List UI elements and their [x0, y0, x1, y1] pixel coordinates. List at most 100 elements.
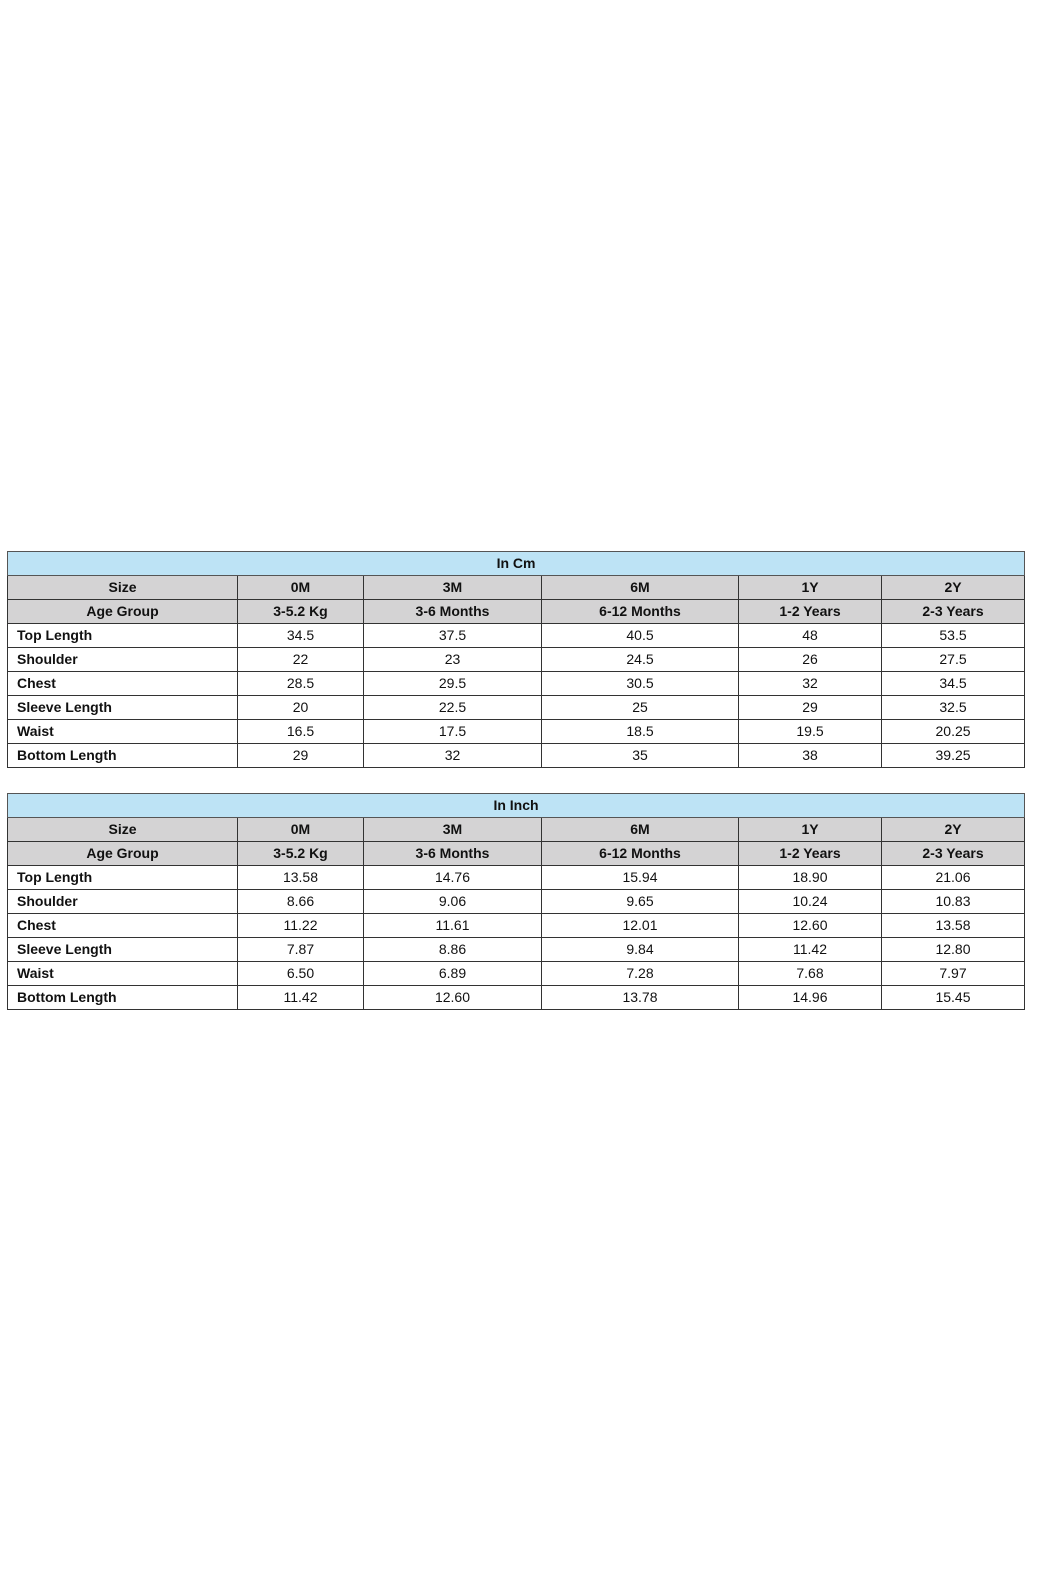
- table-cell: 15.94: [541, 865, 739, 890]
- size-chart-cm: In Cm Size 0M 3M 6M 1Y 2Y Age Group 3-5.2 Kg 3-6 …: [6, 551, 1026, 768]
- table-cell: 25: [541, 695, 739, 720]
- table-cell: 13.58: [881, 913, 1025, 938]
- table-cell: 13.58: [237, 865, 364, 890]
- table-cell: 28.5: [237, 671, 364, 696]
- table-cell: 3-6 Months: [363, 599, 542, 624]
- row-label: Size: [7, 817, 238, 842]
- table-cell: 3M: [363, 575, 542, 600]
- table-cell: 27.5: [880, 647, 1026, 672]
- table-cell: 34.5: [237, 623, 364, 648]
- table-cell: 8.66: [237, 889, 364, 914]
- table-cell: 11.61: [363, 913, 542, 938]
- table-row: Waist 16.5 17.5 18.5 19.5 20.25: [7, 719, 1026, 744]
- table-cell: 22: [237, 647, 364, 672]
- table-cell: 34.5: [880, 671, 1026, 696]
- row-label: Sleeve Length: [7, 695, 238, 720]
- table-cell: 20.25: [880, 719, 1026, 744]
- table-cell: 10.24: [738, 889, 882, 914]
- table-cell: 3-5.2 Kg: [237, 599, 364, 624]
- table-cell: 3-6 Months: [363, 841, 542, 866]
- table-row: Chest 28.5 29.5 30.5 32 34.5: [7, 671, 1026, 696]
- table-cell: 6-12 Months: [541, 599, 739, 624]
- table-cell: 17.5: [363, 719, 542, 744]
- row-label: Bottom Length: [7, 743, 238, 768]
- table-cell: 30.5: [541, 671, 739, 696]
- header-row: Age Group 3-5.2 Kg 3-6 Months 6-12 Months 1-…: [7, 599, 1026, 624]
- table-cell: 0M: [237, 575, 364, 600]
- row-label: Age Group: [7, 599, 238, 624]
- table-cell: 6-12 Months: [541, 841, 739, 866]
- table-cell: 19.5: [738, 719, 882, 744]
- table-row: Waist 6.50 6.89 7.28 7.68 7.97: [7, 961, 1025, 986]
- table-cell: 0M: [237, 817, 364, 842]
- row-label: Shoulder: [7, 889, 238, 914]
- row-label: Bottom Length: [7, 985, 238, 1010]
- table-cell: 15.45: [881, 985, 1025, 1010]
- table-cell: 6.50: [237, 961, 364, 986]
- table-cell: 32: [363, 743, 542, 768]
- table-row: Top Length 13.58 14.76 15.94 18.90 21.06: [7, 865, 1025, 890]
- table-row: Bottom Length 11.42 12.60 13.78 14.96 15.45: [7, 985, 1025, 1010]
- table-cell: 11.42: [237, 985, 364, 1010]
- table-cell: 12.80: [881, 937, 1025, 962]
- table-cell: 1Y: [738, 817, 882, 842]
- table-row: Bottom Length 29 32 35 38 39.25: [7, 743, 1026, 768]
- table-cell: 1-2 Years: [738, 599, 882, 624]
- table-cell: 3-5.2 Kg: [237, 841, 364, 866]
- table-cell: 21.06: [881, 865, 1025, 890]
- table-cell: 48: [738, 623, 882, 648]
- row-label: Top Length: [7, 865, 238, 890]
- row-label: Sleeve Length: [7, 937, 238, 962]
- table-cell: 2Y: [880, 575, 1026, 600]
- table-cell: 6M: [541, 817, 739, 842]
- table-cell: 16.5: [237, 719, 364, 744]
- table-cell: 9.84: [541, 937, 739, 962]
- table-row: Shoulder 8.66 9.06 9.65 10.24 10.83: [7, 889, 1025, 914]
- table-cell: 26: [738, 647, 882, 672]
- table-cell: 38: [738, 743, 882, 768]
- size-chart-inch: In Inch Size 0M 3M 6M 1Y 2Y Age Group 3-5.2 Kg 3-…: [7, 793, 1025, 1010]
- table-cell: 23: [363, 647, 542, 672]
- table-cell: 39.25: [880, 743, 1026, 768]
- row-label: Chest: [7, 671, 238, 696]
- table-cell: 11.22: [237, 913, 364, 938]
- table-row: Shoulder 22 23 24.5 26 27.5: [7, 647, 1026, 672]
- row-label: Shoulder: [7, 647, 238, 672]
- table-cell: 35: [541, 743, 739, 768]
- row-label: Age Group: [7, 841, 238, 866]
- table-row: Chest 11.22 11.61 12.01 12.60 13.58: [7, 913, 1025, 938]
- table-cell: 2Y: [881, 817, 1025, 842]
- table-cell: 9.06: [363, 889, 542, 914]
- row-label: Waist: [7, 961, 238, 986]
- table-cell: 14.76: [363, 865, 542, 890]
- row-label: Chest: [7, 913, 238, 938]
- table-row: Sleeve Length 7.87 8.86 9.84 11.42 12.80: [7, 937, 1025, 962]
- table-cell: 22.5: [363, 695, 542, 720]
- table-cell: 10.83: [881, 889, 1025, 914]
- table-cell: 7.68: [738, 961, 882, 986]
- table-cell: 29.5: [363, 671, 542, 696]
- table-cell: 14.96: [738, 985, 882, 1010]
- header-row: Size 0M 3M 6M 1Y 2Y: [7, 817, 1025, 842]
- table-row: Top Length 34.5 37.5 40.5 48 53.5: [7, 623, 1026, 648]
- table-cell: 18.5: [541, 719, 739, 744]
- table-cell: 12.01: [541, 913, 739, 938]
- table-cell: 7.97: [881, 961, 1025, 986]
- table-cell: 1-2 Years: [738, 841, 882, 866]
- table-cell: 12.60: [738, 913, 882, 938]
- table-cell: 37.5: [363, 623, 542, 648]
- table-cell: 20: [237, 695, 364, 720]
- header-row: Age Group 3-5.2 Kg 3-6 Months 6-12 Months 1-…: [7, 841, 1025, 866]
- table-cell: 18.90: [738, 865, 882, 890]
- table-cell: 1Y: [738, 575, 882, 600]
- table-cell: 13.78: [541, 985, 739, 1010]
- table-cell: 11.42: [738, 937, 882, 962]
- table-cell: 3M: [363, 817, 542, 842]
- table-cell: 8.86: [363, 937, 542, 962]
- table-cell: 7.87: [237, 937, 364, 962]
- table-cell: 7.28: [541, 961, 739, 986]
- table-cell: 29: [738, 695, 882, 720]
- table-cell: 32.5: [880, 695, 1026, 720]
- header-row: Size 0M 3M 6M 1Y 2Y: [7, 575, 1026, 600]
- row-label: Waist: [7, 719, 238, 744]
